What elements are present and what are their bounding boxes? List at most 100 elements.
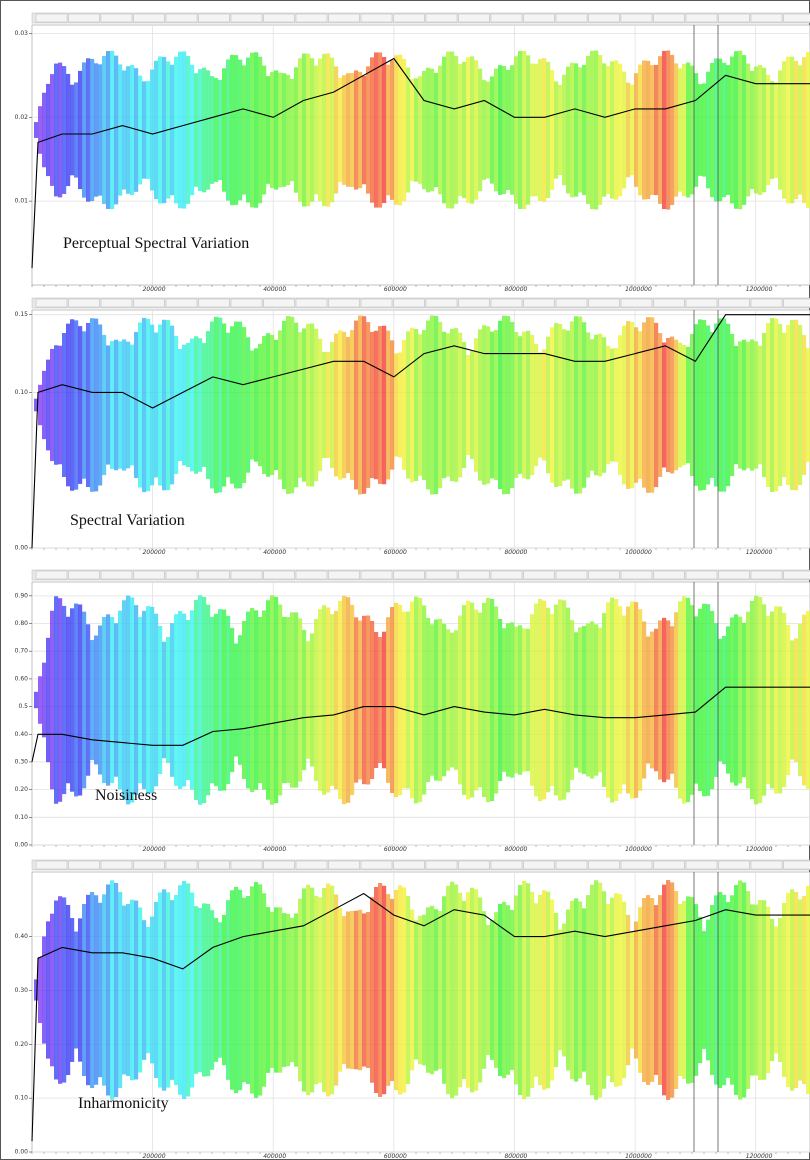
waveform-strip <box>746 891 751 1089</box>
waveform-strip <box>530 63 535 197</box>
tab <box>620 860 653 870</box>
waveform-strip <box>474 60 479 200</box>
waveform-strip <box>74 931 79 1049</box>
waveform-strip <box>122 339 127 471</box>
waveform-strip <box>206 70 211 190</box>
waveform-strip <box>410 601 415 799</box>
waveform-strip <box>282 616 287 784</box>
waveform-strip <box>58 896 63 1084</box>
waveform-strip <box>326 883 331 1097</box>
waveform-strip <box>370 57 375 203</box>
waveform-strip <box>682 596 687 804</box>
tab <box>393 13 425 23</box>
waveform-strip <box>158 324 163 486</box>
waveform-strip <box>646 317 651 493</box>
waveform-strip <box>82 62 87 198</box>
waveform-strip <box>274 70 279 190</box>
waveform-strip <box>150 324 155 486</box>
waveform-strip <box>398 604 403 796</box>
waveform-strip <box>634 73 639 187</box>
waveform-strip <box>434 619 439 781</box>
waveform-strip <box>598 882 603 1098</box>
waveform-strip <box>50 74 55 186</box>
waveform-strip <box>606 345 611 465</box>
waveform-strip <box>166 892 171 1088</box>
waveform-strip <box>310 323 315 487</box>
waveform-strip <box>582 322 587 488</box>
waveform-strip <box>770 611 775 789</box>
waveform-strip <box>498 320 503 490</box>
waveform-strip <box>758 65 763 195</box>
waveform-strip <box>138 322 143 488</box>
waveform-strip <box>58 598 63 802</box>
waveform-strip <box>506 316 511 494</box>
waveform-strip <box>550 327 555 483</box>
waveform-strip <box>718 58 723 202</box>
x-tick-label: 1200000 <box>746 846 773 853</box>
waveform-strip <box>450 632 455 768</box>
waveform-strip <box>362 913 367 1067</box>
waveform-strip <box>310 633 315 767</box>
waveform-strip <box>314 618 319 782</box>
waveform-strip <box>606 903 611 1077</box>
waveform-strip <box>110 617 115 783</box>
y-tick-label: 0.10 <box>15 389 29 396</box>
waveform-strip <box>734 345 739 465</box>
waveform-strip <box>266 600 271 800</box>
waveform-strip <box>626 321 631 489</box>
waveform-strip <box>638 609 643 791</box>
waveform-strip <box>234 321 239 489</box>
waveform-strip <box>698 84 703 176</box>
waveform-strip <box>382 56 387 204</box>
waveform-strip <box>430 68 435 192</box>
waveform-strip <box>686 62 691 198</box>
waveform-strip <box>318 58 323 202</box>
waveform-strip <box>726 626 731 774</box>
waveform-strip <box>462 61 467 199</box>
waveform-strip <box>754 904 759 1076</box>
feature-line <box>31 57 810 269</box>
waveform-strip <box>150 916 155 1064</box>
waveform-strip <box>594 880 599 1100</box>
waveform-strip <box>246 337 251 473</box>
waveform-strip <box>486 925 491 1055</box>
tab <box>198 570 230 580</box>
waveform-strip <box>378 326 383 484</box>
waveform-strip <box>142 610 147 790</box>
panel-title: Spectral Variation <box>70 512 185 529</box>
waveform-strip <box>418 76 423 184</box>
waveform-strip <box>98 64 103 196</box>
waveform-strip <box>510 65 515 195</box>
waveform-strip <box>218 922 223 1058</box>
x-tick-label: 200000 <box>143 286 166 293</box>
waveform-strip <box>482 80 487 180</box>
waveform-strip <box>346 336 351 474</box>
tab <box>165 570 198 580</box>
waveform-strip <box>90 892 95 1088</box>
waveform-strip <box>278 604 283 796</box>
waveform-strip <box>270 334 275 476</box>
waveform-strip <box>210 321 215 489</box>
x-tick-label: 600000 <box>384 549 407 556</box>
feature-line <box>31 314 810 549</box>
waveform-strip <box>130 597 135 803</box>
waveform-strip <box>46 921 51 1059</box>
waveform-strip <box>602 613 607 787</box>
waveform-strip <box>582 625 587 775</box>
waveform-strip <box>806 885 810 1095</box>
waveform-strip <box>422 914 427 1066</box>
waveform-strip <box>602 337 607 473</box>
tab <box>718 860 750 870</box>
waveform-strip <box>162 56 167 204</box>
waveform-strip <box>42 936 47 1044</box>
tab <box>588 13 620 23</box>
tab <box>490 13 523 23</box>
waveform-strip <box>38 106 43 154</box>
waveform-strip <box>742 339 747 471</box>
waveform-strip <box>526 55 531 205</box>
waveform-strip <box>354 617 359 783</box>
waveform-strip <box>106 345 111 465</box>
waveform-strip <box>590 339 595 471</box>
waveform-strip <box>650 317 655 493</box>
